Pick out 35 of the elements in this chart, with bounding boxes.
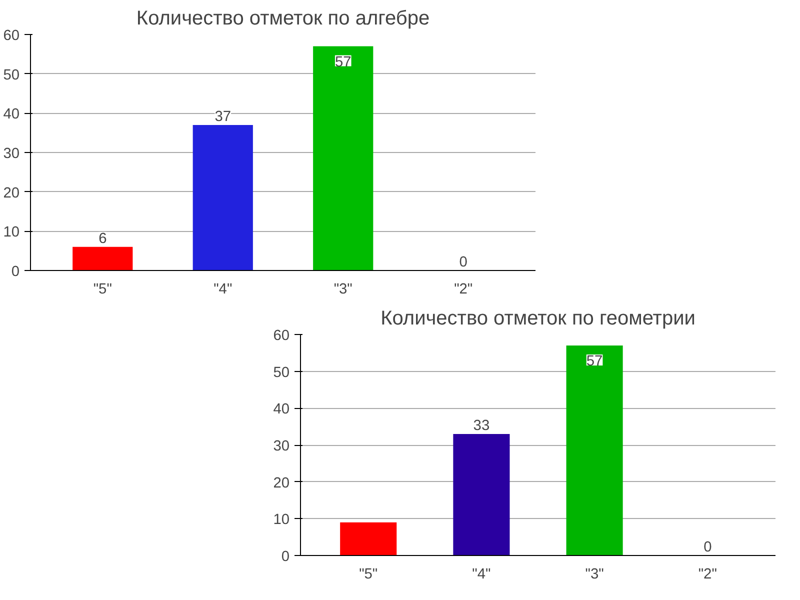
y-tick-label: 30 <box>3 146 20 162</box>
bar <box>566 346 623 556</box>
y-tick-label: 0 <box>11 264 20 280</box>
chart-title: Количество отметок по алгебре <box>136 8 430 30</box>
y-tick-label: 10 <box>273 512 290 528</box>
x-tick-label: "4" <box>472 566 491 582</box>
y-tick-label: 50 <box>3 67 20 84</box>
bar <box>340 522 397 556</box>
y-tick-label: 50 <box>273 364 290 381</box>
bar <box>72 246 133 270</box>
chart-title: Количество отметок по геометрии <box>380 308 696 330</box>
data-label: 6 <box>98 230 107 247</box>
data-label: 33 <box>473 418 490 434</box>
x-tick-label: "3" <box>334 282 352 298</box>
bar <box>453 434 510 556</box>
y-tick-label: 20 <box>273 475 290 492</box>
data-label: 0 <box>459 254 468 270</box>
x-tick-label: "2" <box>698 566 717 582</box>
x-tick-label: "4" <box>214 282 232 298</box>
x-tick-label: "5" <box>93 282 112 298</box>
data-label: 37 <box>214 108 232 125</box>
x-tick-label: "3" <box>585 566 604 582</box>
y-tick-label: 0 <box>281 549 290 565</box>
data-label: 0 <box>704 540 712 556</box>
bar <box>192 124 253 270</box>
bar <box>313 46 374 270</box>
x-tick-label: "5" <box>359 566 378 582</box>
y-tick-label: 60 <box>3 28 20 44</box>
x-tick-label: "2" <box>454 282 473 298</box>
y-tick-label: 60 <box>273 328 290 344</box>
y-tick-label: 20 <box>3 185 20 202</box>
y-tick-label: 40 <box>3 106 20 123</box>
y-tick-label: 40 <box>273 402 290 418</box>
y-tick-label: 30 <box>273 438 290 454</box>
y-tick-label: 10 <box>3 224 20 241</box>
